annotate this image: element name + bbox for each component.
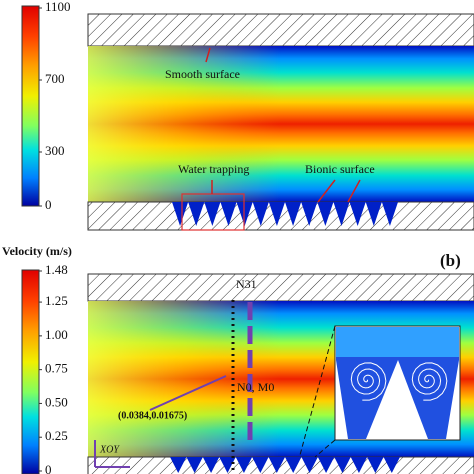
- cavity: [334, 457, 351, 473]
- vortex: [350, 362, 387, 401]
- arrow: [205, 47, 211, 63]
- inset-wall: [366, 360, 428, 439]
- annotation: Smooth surface: [165, 67, 240, 81]
- cavity: [220, 202, 237, 226]
- colorbar-tick-label: 0: [45, 462, 52, 474]
- bionic-cavities: [170, 457, 400, 473]
- cavity: [268, 457, 285, 473]
- pointer: [149, 375, 227, 411]
- cavity: [383, 457, 400, 473]
- cavity: [204, 202, 221, 226]
- cavity: [367, 457, 384, 473]
- cavity: [350, 457, 368, 473]
- cavity: [317, 457, 335, 473]
- colorbar-tick-label: 0.75: [45, 361, 68, 376]
- colorbar: [21, 269, 40, 474]
- colorbar-tick-label: 0: [45, 197, 52, 212]
- arrow: [317, 179, 336, 203]
- arrow: [347, 179, 361, 203]
- colorbar-tick-label: 0.25: [45, 428, 68, 443]
- annotation: N0, M0: [237, 380, 274, 394]
- cavity: [252, 457, 269, 473]
- cavity: [252, 202, 269, 226]
- cavity: [301, 457, 318, 473]
- cavity: [301, 202, 318, 226]
- cavity: [236, 202, 253, 226]
- cavity: [268, 202, 285, 226]
- annotation: XOY: [99, 444, 120, 455]
- highlight-box: [181, 193, 245, 231]
- bionic-cavities: [172, 202, 398, 226]
- colorbar-tick-label: 1.48: [45, 262, 68, 277]
- inset-wall: [446, 360, 459, 439]
- annotation: Water trapping: [178, 162, 249, 176]
- cavity: [188, 202, 205, 226]
- top-wall: [87, 13, 474, 47]
- zoom-line: [314, 439, 336, 458]
- zoom-line: [299, 325, 336, 456]
- top-wall: [87, 273, 474, 302]
- colorbar-tick-label: 1100: [45, 0, 71, 14]
- colorbar-tick-label: 300: [45, 143, 65, 158]
- cavity: [170, 457, 187, 473]
- cavity: [285, 457, 302, 473]
- cavity: [317, 202, 334, 226]
- annotation: (0.0384,0.01675): [118, 410, 187, 421]
- cavity: [235, 457, 253, 473]
- annotation: Bionic surface: [305, 162, 375, 176]
- colorbar-tick-label: 1.00: [45, 327, 68, 342]
- panel-label: (b): [440, 251, 461, 270]
- entry-region: [88, 46, 474, 202]
- cavity: [349, 202, 366, 226]
- vortex: [411, 362, 448, 401]
- inset-top: [336, 327, 459, 357]
- cavity: [365, 202, 382, 226]
- cavity: [202, 457, 220, 473]
- colorbar-title: Velocity (m/s): [2, 244, 72, 258]
- cavity: [219, 457, 236, 473]
- annotation: N31: [236, 277, 257, 291]
- colorbar-tick-label: 1.25: [45, 293, 68, 308]
- cavity: [186, 457, 203, 473]
- cavity: [333, 202, 350, 226]
- cavity: [172, 202, 189, 226]
- inset-detail: [336, 327, 459, 439]
- cavity: [285, 202, 302, 226]
- colorbar-tick-label: 0.50: [45, 394, 68, 409]
- colorbar: [21, 5, 40, 207]
- colorbar-tick-label: 700: [45, 71, 65, 86]
- cavity: [381, 202, 398, 226]
- inset-wall: [336, 360, 348, 439]
